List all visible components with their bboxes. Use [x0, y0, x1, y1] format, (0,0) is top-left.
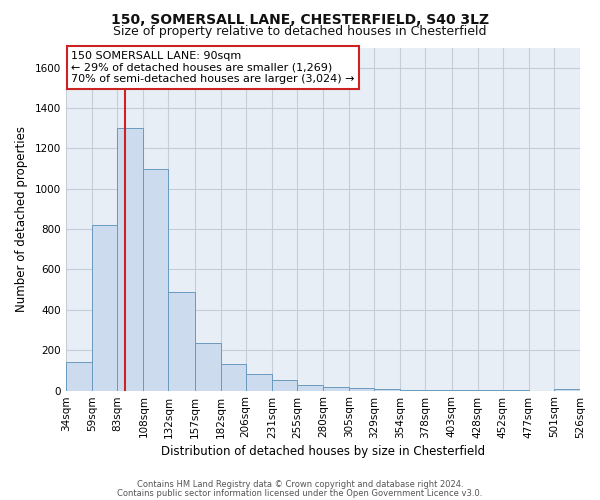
Bar — [221, 364, 246, 390]
Bar — [169, 292, 194, 390]
Bar — [349, 388, 374, 390]
Text: 150 SOMERSALL LANE: 90sqm
← 29% of detached houses are smaller (1,269)
70% of se: 150 SOMERSALL LANE: 90sqm ← 29% of detac… — [71, 51, 355, 84]
Bar — [554, 388, 580, 390]
Y-axis label: Number of detached properties: Number of detached properties — [15, 126, 28, 312]
Bar — [194, 343, 221, 390]
Bar — [323, 386, 349, 390]
Bar — [143, 168, 169, 390]
Text: Contains HM Land Registry data © Crown copyright and database right 2024.: Contains HM Land Registry data © Crown c… — [137, 480, 463, 489]
Text: Size of property relative to detached houses in Chesterfield: Size of property relative to detached ho… — [113, 25, 487, 38]
Text: 150, SOMERSALL LANE, CHESTERFIELD, S40 3LZ: 150, SOMERSALL LANE, CHESTERFIELD, S40 3… — [111, 12, 489, 26]
Bar — [246, 374, 272, 390]
Bar — [374, 388, 400, 390]
X-axis label: Distribution of detached houses by size in Chesterfield: Distribution of detached houses by size … — [161, 444, 485, 458]
Bar — [272, 380, 297, 390]
Bar — [117, 128, 143, 390]
Bar — [297, 384, 323, 390]
Bar — [66, 362, 92, 390]
Text: Contains public sector information licensed under the Open Government Licence v3: Contains public sector information licen… — [118, 488, 482, 498]
Bar — [92, 225, 117, 390]
